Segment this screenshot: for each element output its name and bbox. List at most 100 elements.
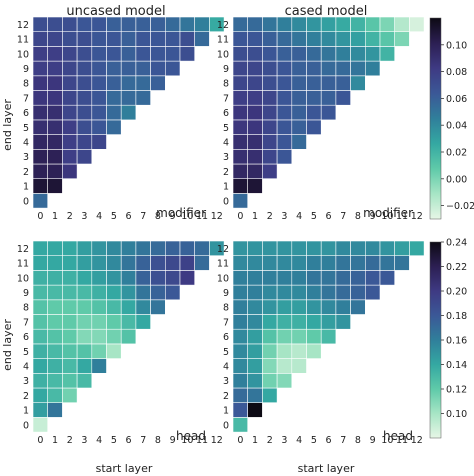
heatmap-cell [135, 16, 151, 32]
heatmap-cell [32, 240, 48, 256]
y-tick-label: 8 [223, 303, 229, 314]
heatmap-cell [276, 270, 293, 286]
x-tick-label: 6 [326, 435, 332, 446]
heatmap-cell [262, 134, 278, 150]
heatmap-cell [379, 31, 395, 47]
x-tick-label: 4 [296, 211, 302, 222]
x-tick-label: 6 [126, 435, 132, 446]
x-tick-label: 4 [96, 435, 102, 446]
heatmap-cell [62, 328, 78, 345]
colorbar-gradient [429, 241, 442, 439]
heatmap-cell [306, 314, 322, 330]
heatmap-cell [106, 75, 122, 91]
heatmap-cell [76, 240, 93, 256]
heatmap-cell [350, 31, 366, 47]
x-tick-label: 2 [67, 211, 73, 222]
panel-label-bottom-left: head [176, 429, 206, 443]
heatmap-cell [106, 46, 122, 62]
y-tick-label: 1 [223, 406, 229, 417]
heatmap-cell [179, 255, 195, 271]
heatmap-cell [232, 299, 248, 315]
y-tick-label: 6 [23, 332, 29, 343]
heatmap-cell [32, 60, 48, 77]
heatmap-cell [76, 372, 93, 389]
heatmap-cell [247, 104, 263, 121]
heatmap-cell [150, 240, 166, 256]
heatmap-cell [32, 417, 48, 433]
heatmap-cell [106, 314, 122, 330]
y-tick-label: 8 [223, 79, 229, 90]
y-tick-label: 4 [23, 137, 29, 148]
heatmap-cell [232, 343, 248, 359]
y-tick-label: 8 [23, 79, 29, 90]
y-tick-label: 3 [23, 376, 29, 387]
colorbar-tick-label: 0.18 [446, 311, 467, 322]
x-tick-label: 4 [296, 435, 302, 446]
heatmap-cell [120, 16, 137, 32]
heatmap-cell [262, 328, 278, 345]
heatmap-cell [32, 358, 48, 374]
heatmap-cell [350, 270, 366, 286]
heatmap-cell [32, 31, 48, 47]
heatmap-cell [76, 358, 93, 374]
x-tick-label: 2 [267, 435, 273, 446]
heatmap-cell [106, 284, 122, 301]
y-tick-label: 1 [223, 182, 229, 193]
heatmap-cell [32, 134, 48, 150]
heatmap-cell [62, 134, 78, 150]
heatmap-cell [276, 90, 293, 106]
heatmap-cell [379, 240, 395, 256]
heatmap-cell [276, 255, 293, 271]
heatmap-cell [306, 240, 322, 256]
heatmap-cell [165, 255, 181, 271]
x-tick-label: 1 [252, 211, 258, 222]
heatmap-cell [350, 60, 366, 77]
heatmap-cell [262, 314, 278, 330]
heatmap-cell [150, 284, 166, 301]
x-tick-label: 7 [140, 435, 146, 446]
heatmap-cell [47, 299, 63, 315]
heatmap-cell [32, 119, 48, 135]
y-tick-label: 11 [17, 35, 29, 46]
heatmap-cell [306, 284, 322, 301]
heatmap-cell [247, 255, 263, 271]
heatmap-cell [135, 75, 151, 91]
x-tick-label: 5 [111, 211, 117, 222]
heatmap-cell [135, 255, 151, 271]
colorbars: 0.100.080.060.040.020.00−0.020.240.220.2… [429, 17, 474, 439]
heatmap-cell [32, 328, 48, 345]
heatmap-cell [62, 90, 78, 106]
heatmap-cell [394, 255, 410, 271]
heatmap-cell [320, 16, 337, 32]
y-tick-label: 5 [23, 123, 29, 134]
heatmap-cell [335, 31, 351, 47]
y-tick-label: 12 [217, 20, 229, 31]
heatmap-cell [32, 75, 48, 91]
heatmap-cell [247, 328, 263, 345]
heatmap-cell [291, 46, 307, 62]
heatmap-cell [247, 270, 263, 286]
x-tick-label: 11 [396, 435, 408, 446]
heatmap-cell [232, 358, 248, 374]
x-tick-label: 4 [96, 211, 102, 222]
heatmap-cell [150, 299, 166, 315]
heatmap-cell [179, 270, 195, 286]
heatmap-cell [247, 90, 263, 106]
heatmap-cell [262, 270, 278, 286]
heatmap-cell [247, 60, 263, 77]
y-tick-label: 9 [23, 288, 29, 299]
colorbar-0: 0.10 0.08 0.06 0.04 0.02 0.00 −0.02 [429, 17, 474, 220]
x-tick-label: 3 [281, 211, 287, 222]
heatmap-cell [276, 240, 293, 256]
heatmap-cell [135, 299, 151, 315]
y-tick-label: 10 [17, 49, 29, 60]
heatmap-cell [335, 299, 351, 315]
y-tick-label: 0 [223, 420, 229, 431]
x-tick-label: 12 [211, 211, 223, 222]
colorbar-tick-label: 0.10 [446, 409, 467, 420]
heatmap-cell [91, 270, 107, 286]
heatmap-cell [32, 343, 48, 359]
heatmap-cell [150, 31, 166, 47]
heatmap-cell [32, 270, 48, 286]
